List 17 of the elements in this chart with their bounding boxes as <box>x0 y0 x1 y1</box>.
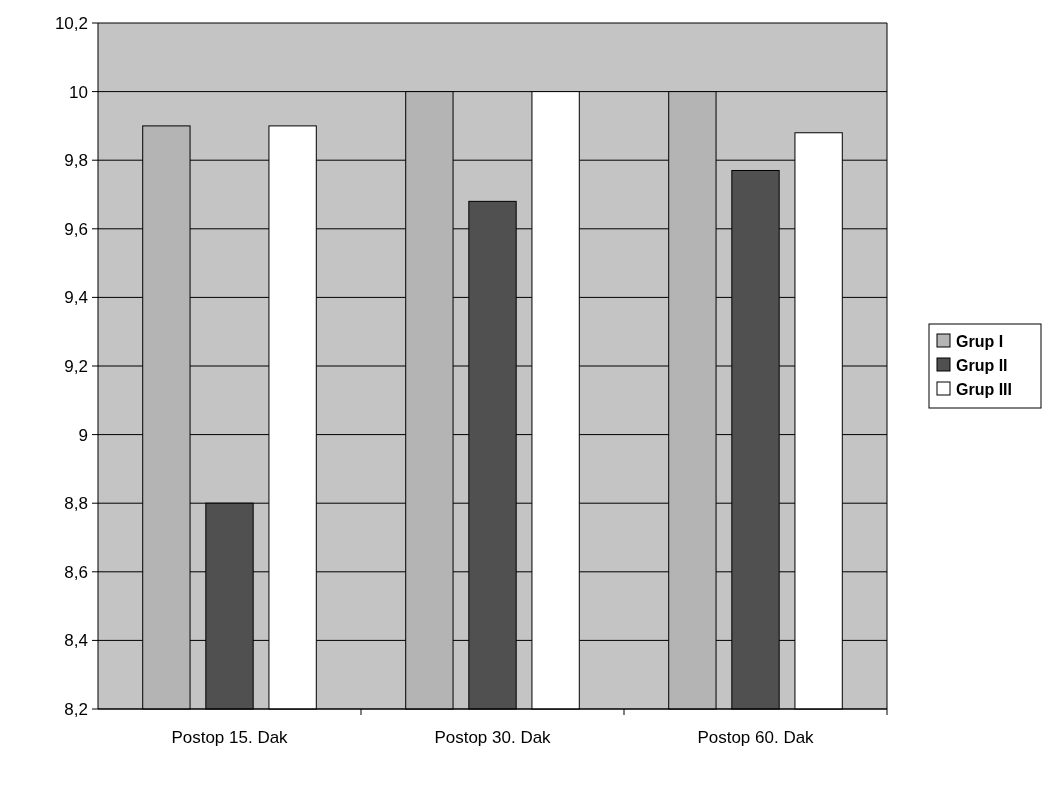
y-tick-label: 8,4 <box>64 631 88 651</box>
x-tick-label: Postop 60. Dak <box>697 728 815 747</box>
y-tick-label: 9 <box>78 425 88 445</box>
legend-label: Grup I <box>956 332 1004 350</box>
x-tick-label: Postop 30. Dak <box>434 728 552 747</box>
legend-label: Grup III <box>956 380 1012 398</box>
y-tick-label: 8,8 <box>64 494 88 514</box>
x-tick-label: Postop 15. Dak <box>171 728 289 747</box>
y-tick-label: 8,2 <box>64 699 88 719</box>
y-tick-label: 9,6 <box>64 219 88 239</box>
y-tick-label: 9,2 <box>64 356 88 376</box>
y-tick-label: 8,6 <box>64 562 88 582</box>
legend-label: Grup II <box>956 356 1008 374</box>
y-tick-label: 10,2 <box>54 13 88 33</box>
y-tick-label: 9,8 <box>64 151 88 171</box>
y-tick-label: 10 <box>69 82 88 102</box>
y-tick-label: 9,4 <box>64 288 88 308</box>
